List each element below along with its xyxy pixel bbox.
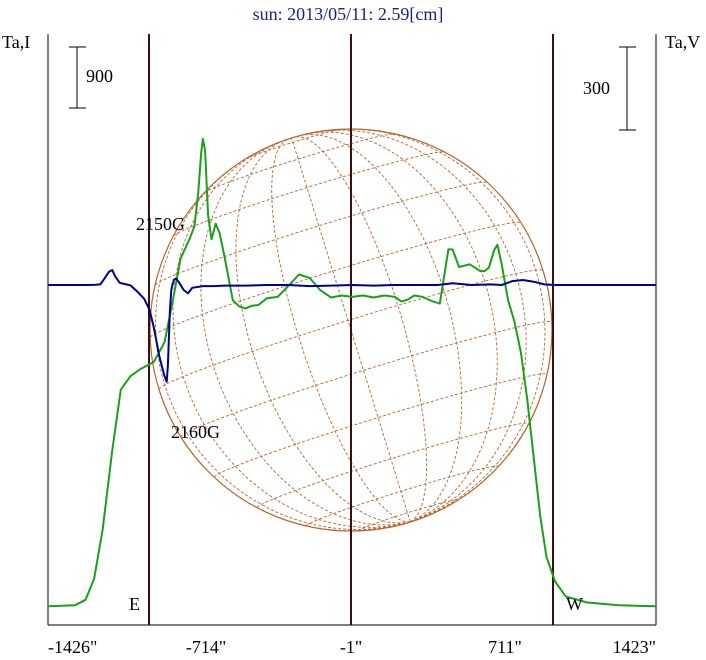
longitude-line: [200, 142, 411, 526]
series-line-ta-v: [48, 269, 656, 383]
latitude-line: [180, 321, 553, 438]
east-limb-label: E: [129, 594, 140, 614]
annotation-2150g: 2150G: [136, 214, 185, 234]
longitude-line: [305, 131, 498, 523]
latitude-line: [256, 422, 530, 508]
longitude-line: [291, 137, 411, 522]
longitude-line: [294, 136, 428, 523]
right-axis-label: Ta,V: [665, 32, 700, 52]
x-tick-labels: -1426" -714" -1" 711" 1423": [48, 637, 656, 657]
x-tick-label: 1423": [613, 637, 656, 657]
series-layer: [47, 137, 657, 608]
longitude-line: [331, 128, 546, 523]
x-tick-label: 711": [488, 637, 522, 657]
latitude-line: [172, 151, 445, 237]
left-scale-bar: 900: [69, 46, 113, 109]
x-tick-label: -1426": [48, 637, 97, 657]
longitude-line: [410, 270, 553, 523]
latitude-line: [154, 181, 488, 286]
annotation-2160g: 2160G: [171, 422, 220, 442]
longitude-line: [271, 138, 411, 523]
longitude-line: [155, 153, 411, 530]
left-axis-label: Ta,I: [2, 32, 30, 52]
longitude-line: [309, 129, 527, 523]
left-scale-value: 900: [86, 66, 113, 86]
vertical-markers: [148, 34, 554, 625]
latitude-line: [203, 133, 396, 194]
longitude-line: [172, 143, 411, 528]
longitude-line: [235, 141, 411, 524]
right-scale-value: 300: [583, 78, 610, 98]
west-limb-label: W: [566, 594, 583, 614]
x-tick-label: -1": [340, 637, 362, 657]
latitude-line: [358, 499, 459, 532]
x-tick-label: -714": [186, 637, 226, 657]
series-line-ta-i: [47, 137, 657, 608]
right-scale-bar: 300: [583, 46, 636, 131]
chart-title: sun: 2013/05/11: 2.59[cm]: [253, 4, 444, 24]
